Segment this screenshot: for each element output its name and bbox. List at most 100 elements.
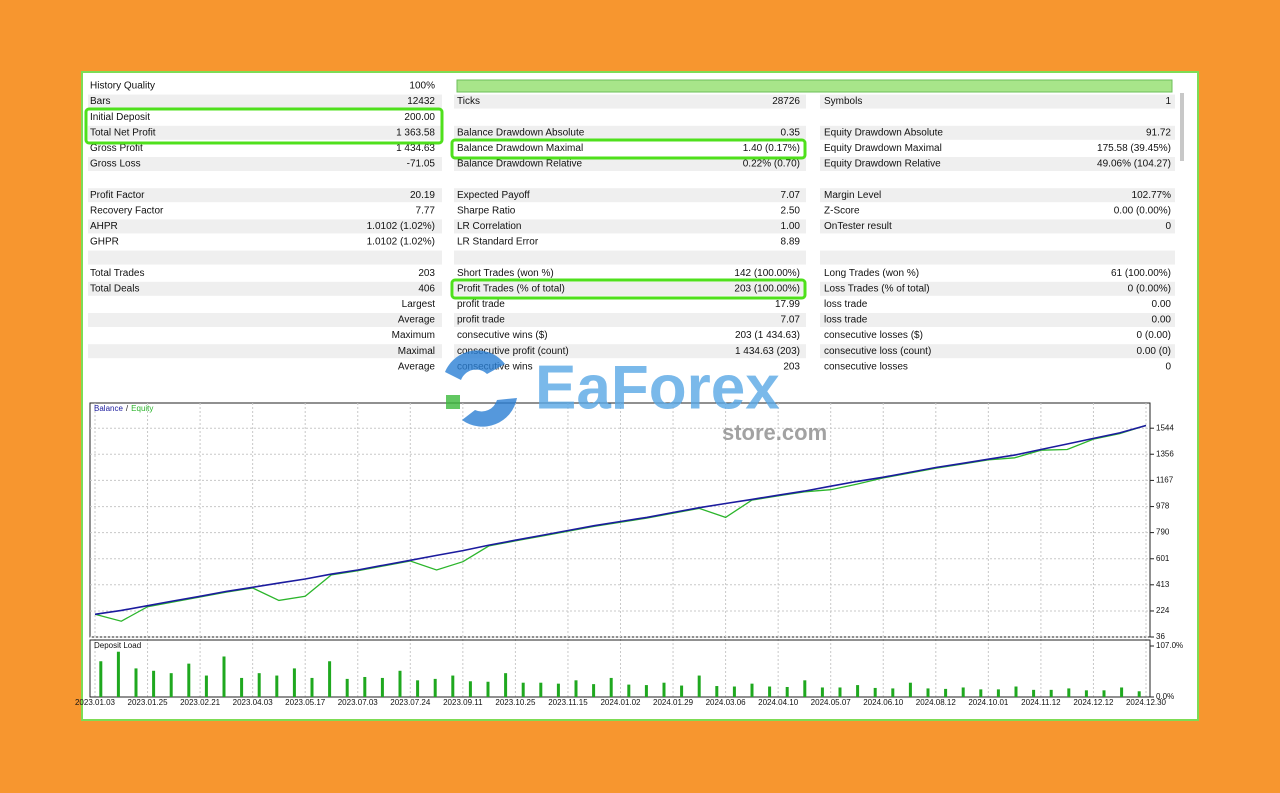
stat-heading: Maximal [398, 346, 435, 357]
x-tick-label: 2024.01.29 [653, 698, 694, 707]
stat-label: Profit Factor [90, 190, 145, 201]
row-stripe [454, 344, 806, 359]
bar [1049, 689, 1053, 697]
bar [556, 683, 560, 697]
stat-value: 100% [409, 81, 435, 92]
stat-value: 0.00 (0) [1137, 346, 1171, 357]
watermark-domain: store.com [722, 420, 827, 445]
stat-label: Equity Drawdown Maximal [824, 143, 942, 154]
stat-label: Loss Trades (% of total) [824, 283, 930, 294]
stat-value: 406 [418, 283, 435, 294]
y-tick-label: 601 [1156, 554, 1170, 563]
row-stripe [454, 94, 806, 109]
row-stripe [88, 281, 442, 296]
stat-label: Sharpe Ratio [457, 205, 516, 216]
bar [486, 681, 490, 697]
y-tick-label: 1356 [1156, 449, 1174, 458]
stat-value: 1.0102 (1.02%) [367, 221, 435, 232]
bar [416, 680, 420, 697]
x-tick-label: 2023.07.24 [390, 698, 431, 707]
bar [116, 651, 120, 697]
y-tick-label: 107.0% [1156, 641, 1183, 650]
row-stripe [820, 344, 1175, 359]
stat-label: GHPR [90, 237, 119, 248]
bar [979, 689, 983, 697]
stat-value: 0 (0.00) [1137, 330, 1171, 341]
logo-shape [446, 395, 460, 409]
bar [1102, 690, 1106, 697]
bar [187, 663, 191, 697]
stat-label: Symbols [824, 96, 862, 107]
bar [838, 687, 842, 697]
stat-label: Equity Drawdown Absolute [824, 127, 943, 138]
stat-label: Ticks [457, 96, 480, 107]
stat-label: consecutive loss (count) [824, 346, 931, 357]
stat-value: 203 [783, 361, 800, 372]
subplot-title: Deposit Load [94, 641, 141, 650]
stat-value: 2.50 [781, 205, 801, 216]
series-line [94, 424, 1147, 616]
stat-label: LR Standard Error [457, 237, 539, 248]
bar [715, 686, 719, 697]
stat-label: consecutive losses [824, 361, 908, 372]
stat-value: 0 [1165, 221, 1171, 232]
bar [1032, 689, 1036, 697]
row-stripe [820, 313, 1175, 327]
row-stripe [820, 188, 1175, 203]
watermark-brand: EaForex [535, 353, 780, 422]
bar [1137, 691, 1141, 697]
stat-value: 7.07 [781, 315, 801, 326]
stat-value: 1.00 [781, 221, 801, 232]
bar [803, 680, 807, 697]
stat-label: OnTester result [824, 221, 892, 232]
y-tick-label: 1167 [1156, 476, 1174, 485]
x-tick-label: 2023.11.15 [548, 698, 588, 707]
bar [750, 683, 754, 697]
stat-label: Balance Drawdown Absolute [457, 127, 585, 138]
stat-label: consecutive losses ($) [824, 330, 923, 341]
row-stripe [88, 94, 442, 109]
x-tick-label: 2023.01.03 [75, 698, 116, 707]
row-stripe [820, 94, 1175, 109]
bar [820, 687, 824, 697]
row-stripe [454, 250, 806, 265]
x-tick-label: 2023.04.03 [233, 698, 274, 707]
bar [468, 681, 472, 697]
stat-value: 142 (100.00%) [734, 268, 800, 279]
bar [680, 685, 684, 697]
x-tick-label: 2023.07.03 [338, 698, 379, 707]
row-stripe [88, 125, 442, 140]
stat-value: 1 434.63 (203) [735, 346, 800, 357]
stat-label: consecutive wins ($) [457, 330, 548, 341]
logo-shape [462, 398, 517, 427]
y-tick-label: 978 [1156, 502, 1170, 511]
bar [644, 685, 648, 697]
stat-label: Balance Drawdown Maximal [457, 143, 583, 154]
stat-label: profit trade [457, 315, 505, 326]
stat-label: consecutive profit (count) [457, 346, 569, 357]
bar [433, 678, 437, 697]
x-tick-label: 2024.12.30 [1126, 698, 1167, 707]
stat-label: Total Deals [90, 283, 139, 294]
stats-table: History Quality 100% Bars 12432 Ticks 28726 Sy… [88, 81, 1175, 372]
stat-label: Bars [90, 96, 111, 107]
bar [1067, 688, 1071, 697]
stat-label: loss trade [824, 299, 868, 310]
legend-entry: Balance [94, 404, 123, 413]
stat-value: 61 (100.00%) [1111, 268, 1171, 279]
bar [222, 656, 226, 697]
y-tick-label: 790 [1156, 528, 1170, 537]
stat-label: Gross Profit [90, 143, 143, 154]
stat-value: 175.58 (39.45%) [1097, 143, 1171, 154]
row-stripe [820, 157, 1175, 171]
stat-label: Profit Trades (% of total) [457, 283, 565, 294]
stat-label: loss trade [824, 315, 868, 326]
x-tick-label: 2024.12.12 [1073, 698, 1114, 707]
stat-value: 1 434.63 [396, 143, 435, 154]
row-stripe [88, 219, 442, 234]
stat-value: 91.72 [1146, 127, 1171, 138]
stat-value: 203 (1 434.63) [735, 330, 800, 341]
bar [240, 677, 244, 697]
